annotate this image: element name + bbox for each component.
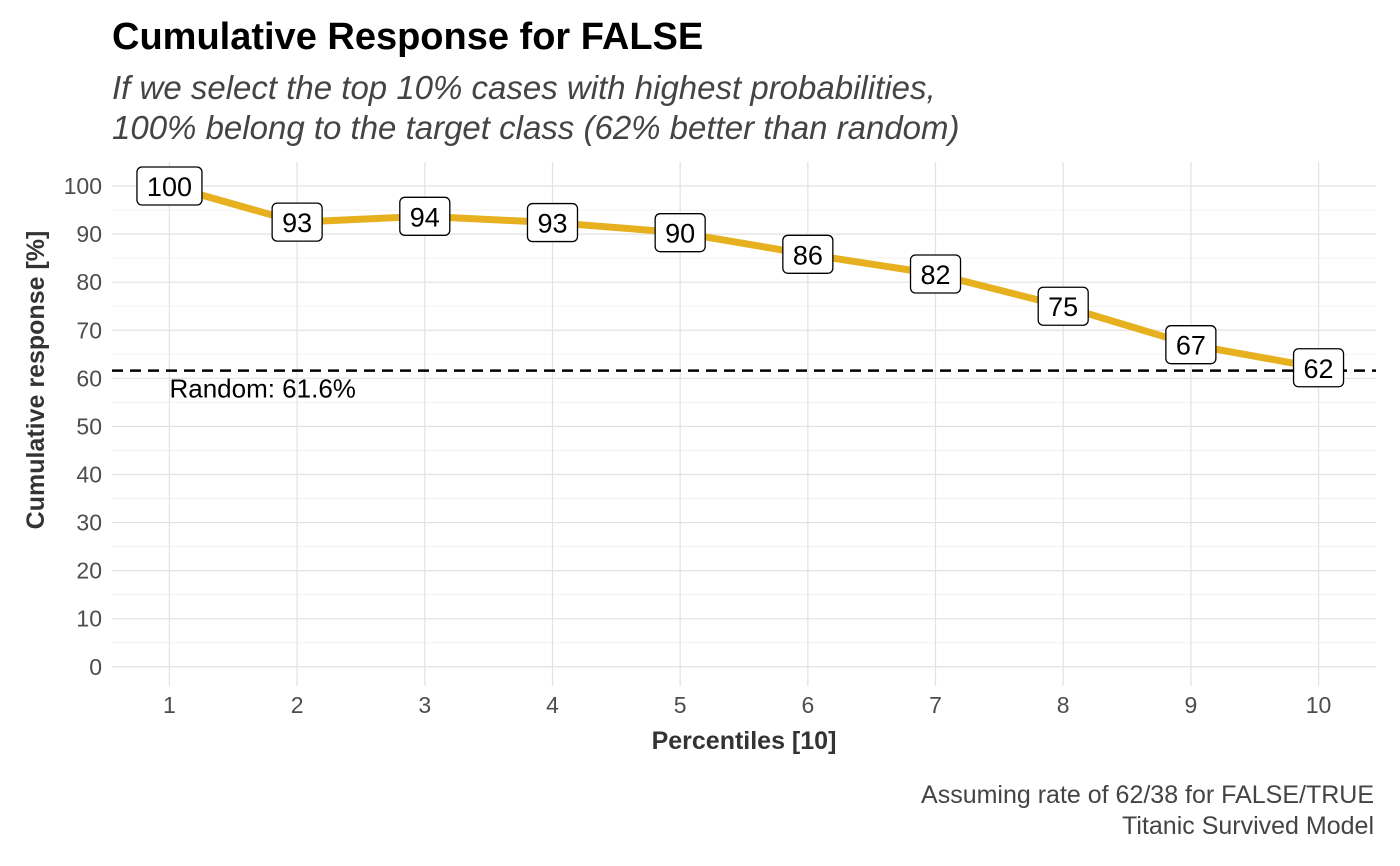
x-tick-label: 10 <box>1306 692 1332 718</box>
x-tick-label: 1 <box>163 692 176 718</box>
y-tick-label: 100 <box>64 173 102 199</box>
x-tick-label: 2 <box>291 692 304 718</box>
y-tick-label: 90 <box>76 221 102 247</box>
x-tick-label: 3 <box>418 692 431 718</box>
data-label-box <box>1037 286 1089 326</box>
y-tick-label: 50 <box>76 413 102 439</box>
data-label-box <box>1165 325 1217 365</box>
data-label-box <box>526 202 579 243</box>
x-tick-label: 6 <box>801 692 814 718</box>
y-tick-label: 10 <box>76 606 102 632</box>
x-tick-label: 5 <box>674 692 687 718</box>
x-axis-title: Percentiles [10] <box>652 727 837 755</box>
data-label: 100 <box>147 172 192 202</box>
data-label-box <box>136 166 203 206</box>
data-label: 82 <box>920 260 950 290</box>
data-label: 90 <box>665 219 695 249</box>
chart-subtitle: If we select the top 10% cases with high… <box>112 68 960 148</box>
random-reference-label: Random: 61.6% <box>169 374 355 404</box>
y-tick-label: 20 <box>76 558 102 584</box>
y-tick-label: 60 <box>76 365 102 391</box>
x-tick-label: 4 <box>546 692 559 718</box>
data-label-box <box>782 234 834 274</box>
y-tick-label: 70 <box>76 317 102 343</box>
data-label-box <box>1292 348 1345 388</box>
y-axis-title: Cumulative response [%] <box>22 231 50 530</box>
caption-line: Titanic Survived Model <box>1122 812 1374 840</box>
subtitle-line: 100% belong to the target class (62% bet… <box>112 109 960 146</box>
y-tick-label: 40 <box>76 461 102 487</box>
data-label-box <box>909 254 962 294</box>
data-label: 94 <box>410 202 440 232</box>
y-tick-label: 30 <box>76 510 102 536</box>
data-label: 75 <box>1048 292 1078 322</box>
data-label: 93 <box>282 208 312 238</box>
x-tick-label: 9 <box>1184 692 1197 718</box>
data-label-box <box>654 213 706 253</box>
data-label: 86 <box>793 240 823 270</box>
chart-title: Cumulative Response for FALSE <box>112 16 704 58</box>
data-label-box <box>399 196 451 236</box>
data-label-box <box>271 202 323 242</box>
data-label: 67 <box>1176 331 1206 361</box>
data-label: 62 <box>1304 354 1334 384</box>
x-tick-label: 8 <box>1057 692 1070 718</box>
y-tick-label: 80 <box>76 269 102 295</box>
series-line <box>168 182 1320 372</box>
data-label: 93 <box>537 209 567 239</box>
x-tick-label: 7 <box>929 692 942 718</box>
subtitle-line: If we select the top 10% cases with high… <box>112 69 936 106</box>
chart-caption: Assuming rate of 62/38 for FALSE/TRUE Ti… <box>921 780 1374 842</box>
caption-line: Assuming rate of 62/38 for FALSE/TRUE <box>921 781 1374 809</box>
y-tick-label: 0 <box>89 654 102 680</box>
